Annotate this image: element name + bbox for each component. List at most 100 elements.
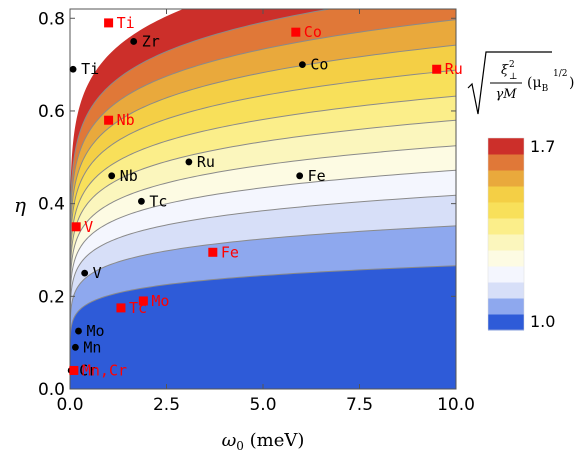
contour-line — [70, 145, 456, 328]
point-label-cr: Cr — [79, 361, 97, 379]
contour-line — [70, 119, 456, 322]
x-tick-label: 5.0 — [249, 395, 276, 415]
red-point-co — [291, 27, 301, 37]
black-point-nb — [108, 172, 116, 180]
colorbar-swatch — [488, 154, 524, 171]
colorbar — [487, 137, 525, 331]
point-label-tc: Tc — [129, 299, 147, 317]
colorbar-swatch — [488, 202, 524, 219]
legend-title-unit-super: 1/2 — [553, 69, 567, 79]
black-point-v — [81, 269, 89, 277]
y-tick-label: 0.4 — [38, 195, 65, 215]
red-point-v — [71, 222, 81, 232]
colorbar-swatch — [488, 314, 524, 331]
contour-band — [70, 145, 456, 335]
legend-title-denominator: γM — [495, 87, 517, 102]
colorbar-swatch — [488, 266, 524, 283]
point-label-ru: Ru — [445, 60, 463, 78]
legend-title: ξ 2 ⊥ γM (μB 1/2 ) — [467, 51, 574, 115]
contour-line — [70, 169, 456, 335]
contour-line — [70, 19, 456, 297]
contour-line — [70, 265, 456, 359]
x-tick-label: 0.0 — [56, 395, 83, 415]
contour-band — [70, 265, 456, 389]
black-point-co — [298, 61, 306, 69]
colorbar-swatch — [488, 170, 524, 187]
legend-title-unit: (μB — [527, 75, 549, 94]
y-tick-label: 0.6 — [38, 102, 65, 122]
x-axis-ticks: 0.0 2.5 5.0 7.5 10.0 — [56, 9, 475, 415]
colorbar-swatch — [488, 186, 524, 203]
colorbar-swatch — [488, 298, 524, 315]
contour-band — [70, 19, 456, 303]
contour-band — [70, 195, 456, 349]
x-tick-label: 2.5 — [153, 395, 180, 415]
black-point-tc — [138, 197, 145, 205]
red-point-nb — [104, 115, 114, 125]
point-label-ru: Ru — [197, 153, 215, 171]
point-label-fe: Fe — [221, 243, 239, 261]
legend-title-xi: ξ — [501, 63, 509, 78]
colorbar-min-label: 1.0 — [530, 312, 555, 331]
contour-bands — [70, 9, 456, 389]
point-label-mn: Mn — [83, 338, 101, 356]
x-tick-label: 7.5 — [346, 395, 373, 415]
contour-line — [70, 225, 456, 349]
contour-band — [70, 45, 456, 309]
colorbar-frame — [487, 137, 525, 331]
point-label-nb: Nb — [120, 167, 138, 185]
contour-line — [70, 9, 333, 289]
black-point-ru — [185, 158, 193, 166]
red-point-mo — [138, 296, 148, 306]
colorbar-swatch — [488, 234, 524, 251]
black-point-ti — [69, 65, 77, 73]
colorbar-swatch — [488, 138, 524, 155]
red-point-ti — [104, 18, 114, 28]
y-axis-label: η — [14, 193, 26, 217]
point-label-zr: Zr — [142, 32, 160, 50]
black-point-zr — [130, 38, 138, 45]
y-tick-label: 0.8 — [38, 9, 65, 29]
point-label-fe: Fe — [308, 167, 326, 185]
red-point-fe — [208, 247, 218, 257]
point-label-tc: Tc — [149, 192, 167, 210]
contour-line — [70, 194, 456, 341]
point-label-co: Co — [310, 56, 328, 74]
contour-band — [70, 96, 456, 322]
point-label-ti: Ti — [81, 60, 99, 78]
colorbar-swatch — [488, 282, 524, 299]
contour-line — [70, 69, 456, 309]
x-tick-label: 10.0 — [437, 395, 475, 415]
colorbar-max-label: 1.7 — [530, 137, 555, 156]
red-point-ru — [432, 64, 442, 74]
y-tick-label: 0.0 — [38, 380, 65, 400]
red-point-mn-cr — [69, 365, 79, 375]
point-label-mn-cr: Mn,Cr — [82, 361, 127, 379]
point-label-v: V — [84, 218, 93, 236]
contour-band — [70, 120, 456, 328]
point-label-mo: Mo — [151, 292, 169, 310]
contour-band — [70, 170, 456, 341]
y-tick-label: 0.2 — [38, 287, 65, 307]
black-point-mn — [72, 343, 79, 351]
point-label-v: V — [93, 264, 102, 282]
legend-title-sqrt-sign — [467, 51, 552, 115]
red-point-tc — [116, 303, 126, 313]
point-label-mo: Mo — [86, 322, 104, 340]
point-label-co: Co — [304, 23, 322, 41]
x-axis-label: ω0 (meV) — [222, 430, 305, 453]
point-label-ti: Ti — [117, 14, 135, 32]
legend-title-xi-sub: ⊥ — [509, 72, 517, 82]
data-points: TiZrCoNbRuFeTcVMoMnCrTiCoRuNbVFeMoTcMn,C… — [67, 14, 463, 379]
contour-band — [70, 70, 456, 316]
y-axis-ticks: 0.0 0.2 0.4 0.6 0.8 — [38, 9, 456, 400]
point-label-nb: Nb — [117, 111, 135, 129]
legend-title-close-paren: ) — [569, 75, 574, 91]
black-point-fe — [296, 172, 304, 180]
contour-band — [70, 225, 456, 359]
colorbar-swatch — [488, 250, 524, 267]
colorbar-swatch — [488, 218, 524, 235]
black-point-mo — [75, 327, 82, 335]
